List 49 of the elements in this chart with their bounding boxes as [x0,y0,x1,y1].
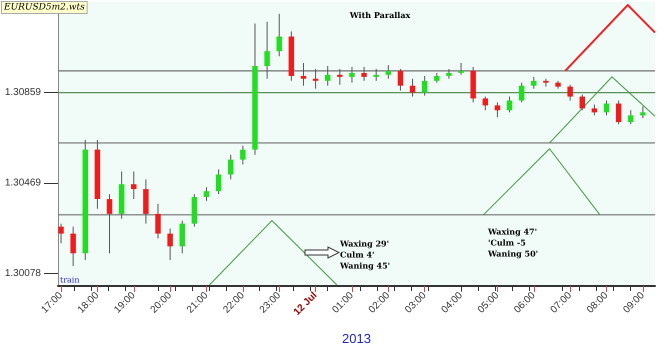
candlestick [180,220,185,254]
y-tick-label: 1.30078 [4,268,42,280]
candlestick [70,226,76,267]
candlestick [58,223,64,244]
candlestick [361,66,367,82]
candlestick [216,168,222,195]
candlestick [312,68,318,90]
y-tick-label: 1.30859 [4,87,42,98]
candlestick [106,194,112,254]
annotation: train [60,276,80,284]
candlestick [422,75,428,96]
candlestick [276,13,282,57]
candlestick [616,100,622,125]
candlestick [446,68,452,80]
candlestick [167,228,173,261]
candlestick [518,82,524,103]
candlestick [204,186,210,202]
candlestick [337,68,343,86]
candlestick [604,100,610,116]
candlestick [458,62,464,76]
candlestick [373,68,379,82]
candlestick [580,94,585,111]
text: With Parallax [348,10,411,20]
x-axis-title: 2013 [342,331,371,346]
candlestick [324,65,330,86]
candlestick [482,96,488,111]
annotation: Waxing 47' 'Culm -5 Waning 50' [487,226,538,258]
candlestick [506,96,512,113]
candlestick [410,78,416,98]
y-tick-label: 1.30469 [4,178,42,189]
candlestick [131,170,136,200]
candlestick [494,102,500,118]
candlestick [386,64,392,80]
candlestick [228,154,234,180]
candlestick [300,62,306,86]
candlestick [531,76,537,90]
x-tick-label: 12 Jul [292,290,320,318]
candlestick [398,68,404,92]
candlestick [264,21,270,80]
candlestick [628,110,634,125]
candlestick [349,66,355,84]
candlestick [567,84,573,102]
candlestick [240,145,246,166]
annotation: Waxing 29' Culm 4' Waning 45' [339,238,390,270]
candlestick [434,72,440,84]
candlestick [592,104,598,116]
annotation: EURUSD5m2.wts [3,2,86,12]
candlestick [640,106,646,119]
candlestick [155,203,161,239]
